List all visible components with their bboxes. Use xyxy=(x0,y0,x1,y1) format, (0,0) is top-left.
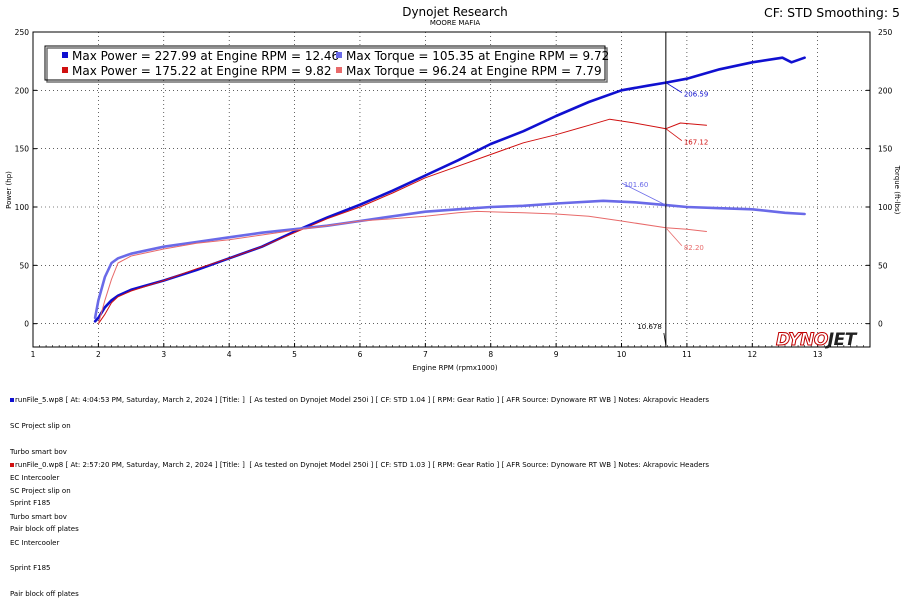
cursor-annotation-pointer xyxy=(621,182,667,206)
plot-area xyxy=(32,31,871,348)
chart-subtitle: MOORE MAFIA xyxy=(430,19,480,27)
legend-swatch xyxy=(62,67,68,73)
cursor-annotation-pointer xyxy=(665,128,683,142)
dynojet-logo: DYNOJET xyxy=(776,330,857,351)
y-tick-label-right: 100 xyxy=(878,203,893,212)
y-tick-label-left: 50 xyxy=(19,261,29,270)
x-tick-label: 9 xyxy=(554,350,559,359)
note-line: Turbo smart bov xyxy=(10,447,67,456)
cursor-value-label: 10.678 xyxy=(637,323,662,331)
run-notes-2: runFile_0.wp8 [ At: 2:57:20 PM, Saturday… xyxy=(10,444,709,607)
run-color-swatch xyxy=(10,398,14,403)
y-tick-label-left: 100 xyxy=(15,203,30,212)
y-tick-label-left: 250 xyxy=(15,28,30,37)
cursor-annotation-label: 206.59 xyxy=(684,91,709,99)
x-tick-label: 7 xyxy=(423,350,428,359)
cursor-annotation-label: 101.60 xyxy=(624,181,649,189)
cursor-annotation-label: 167.12 xyxy=(684,139,709,147)
x-axis-label: Engine RPM (rpmx1000) xyxy=(412,364,497,372)
legend-swatch xyxy=(336,67,342,73)
x-tick-label: 8 xyxy=(488,350,493,359)
legend-swatch xyxy=(336,52,342,58)
y-tick-label-left: 0 xyxy=(24,320,29,329)
legend-swatch xyxy=(62,52,68,58)
run-file-line: runFile_5.wp8 [ At: 4:04:53 PM, Saturday… xyxy=(15,396,710,405)
legend-entry: Max Torque = 105.35 at Engine RPM = 9.72 xyxy=(346,49,609,63)
y-tick-label-right: 200 xyxy=(878,86,893,95)
x-tick-label: 3 xyxy=(161,350,166,359)
series-line xyxy=(93,56,806,323)
x-tick-label: 10 xyxy=(617,350,627,359)
x-tick-label: 6 xyxy=(358,350,363,359)
cursor-annotation-label: 82.20 xyxy=(684,244,704,252)
y-tick-label-right: 150 xyxy=(878,145,893,154)
note-line: SC Project slip on xyxy=(10,421,71,430)
chart-title: Dynojet Research xyxy=(402,5,508,19)
y-tick-label-right: 0 xyxy=(878,320,883,329)
series-line xyxy=(93,199,806,320)
run-color-swatch xyxy=(10,463,14,468)
x-tick-label: 4 xyxy=(227,350,232,359)
rpm-cursor[interactable]: 10.678 206.59 167.12 101.60 82.20 xyxy=(621,32,709,347)
grid xyxy=(32,31,870,347)
y-tick-label-left: 150 xyxy=(15,145,30,154)
legend-entry: Max Power = 227.99 at Engine RPM = 12.46 xyxy=(72,49,339,63)
series-lines xyxy=(93,56,806,325)
note-line: Turbo smart bov xyxy=(10,512,67,521)
legend-entry: Max Power = 175.22 at Engine RPM = 9.82 xyxy=(72,64,332,78)
legend-box: Max Power = 227.99 at Engine RPM = 12.46… xyxy=(44,45,609,83)
note-line: Pair block off plates xyxy=(10,590,79,599)
series-line xyxy=(97,210,707,325)
series-line xyxy=(97,118,707,325)
x-tick-label: 5 xyxy=(292,350,297,359)
dyno-chart: Dynojet Research MOORE MAFIA CF: STD Smo… xyxy=(5,5,901,372)
note-line: EC Intercooler xyxy=(10,473,60,482)
note-line: EC Intercooler xyxy=(10,538,60,547)
cursor-annotation-pointer xyxy=(665,82,683,93)
note-line: SC Project slip on xyxy=(10,486,71,495)
note-line: Sprint F185 xyxy=(10,564,51,573)
y-tick-label-right: 250 xyxy=(878,28,893,37)
y-tick-label-left: 200 xyxy=(15,86,30,95)
legend-entry: Max Torque = 96.24 at Engine RPM = 7.79 xyxy=(346,64,602,78)
y-tick-label-right: 50 xyxy=(878,261,888,270)
note-line: Sprint F185 xyxy=(10,499,51,508)
cursor-annotation-pointer xyxy=(665,227,683,247)
y-axis-label-right: Torque (ft-lbs) xyxy=(893,165,901,215)
y-axis-label-left: Power (hp) xyxy=(5,171,13,209)
x-tick-label: 1 xyxy=(31,350,36,359)
x-tick-label: 2 xyxy=(96,350,101,359)
cursor-pointer xyxy=(663,332,667,346)
correction-factor-label: CF: STD Smoothing: 5 xyxy=(764,5,900,20)
x-tick-label: 11 xyxy=(682,350,692,359)
run-file-line: runFile_0.wp8 [ At: 2:57:20 PM, Saturday… xyxy=(15,461,710,470)
x-tick-label: 12 xyxy=(748,350,758,359)
x-tick-label: 13 xyxy=(813,350,823,359)
